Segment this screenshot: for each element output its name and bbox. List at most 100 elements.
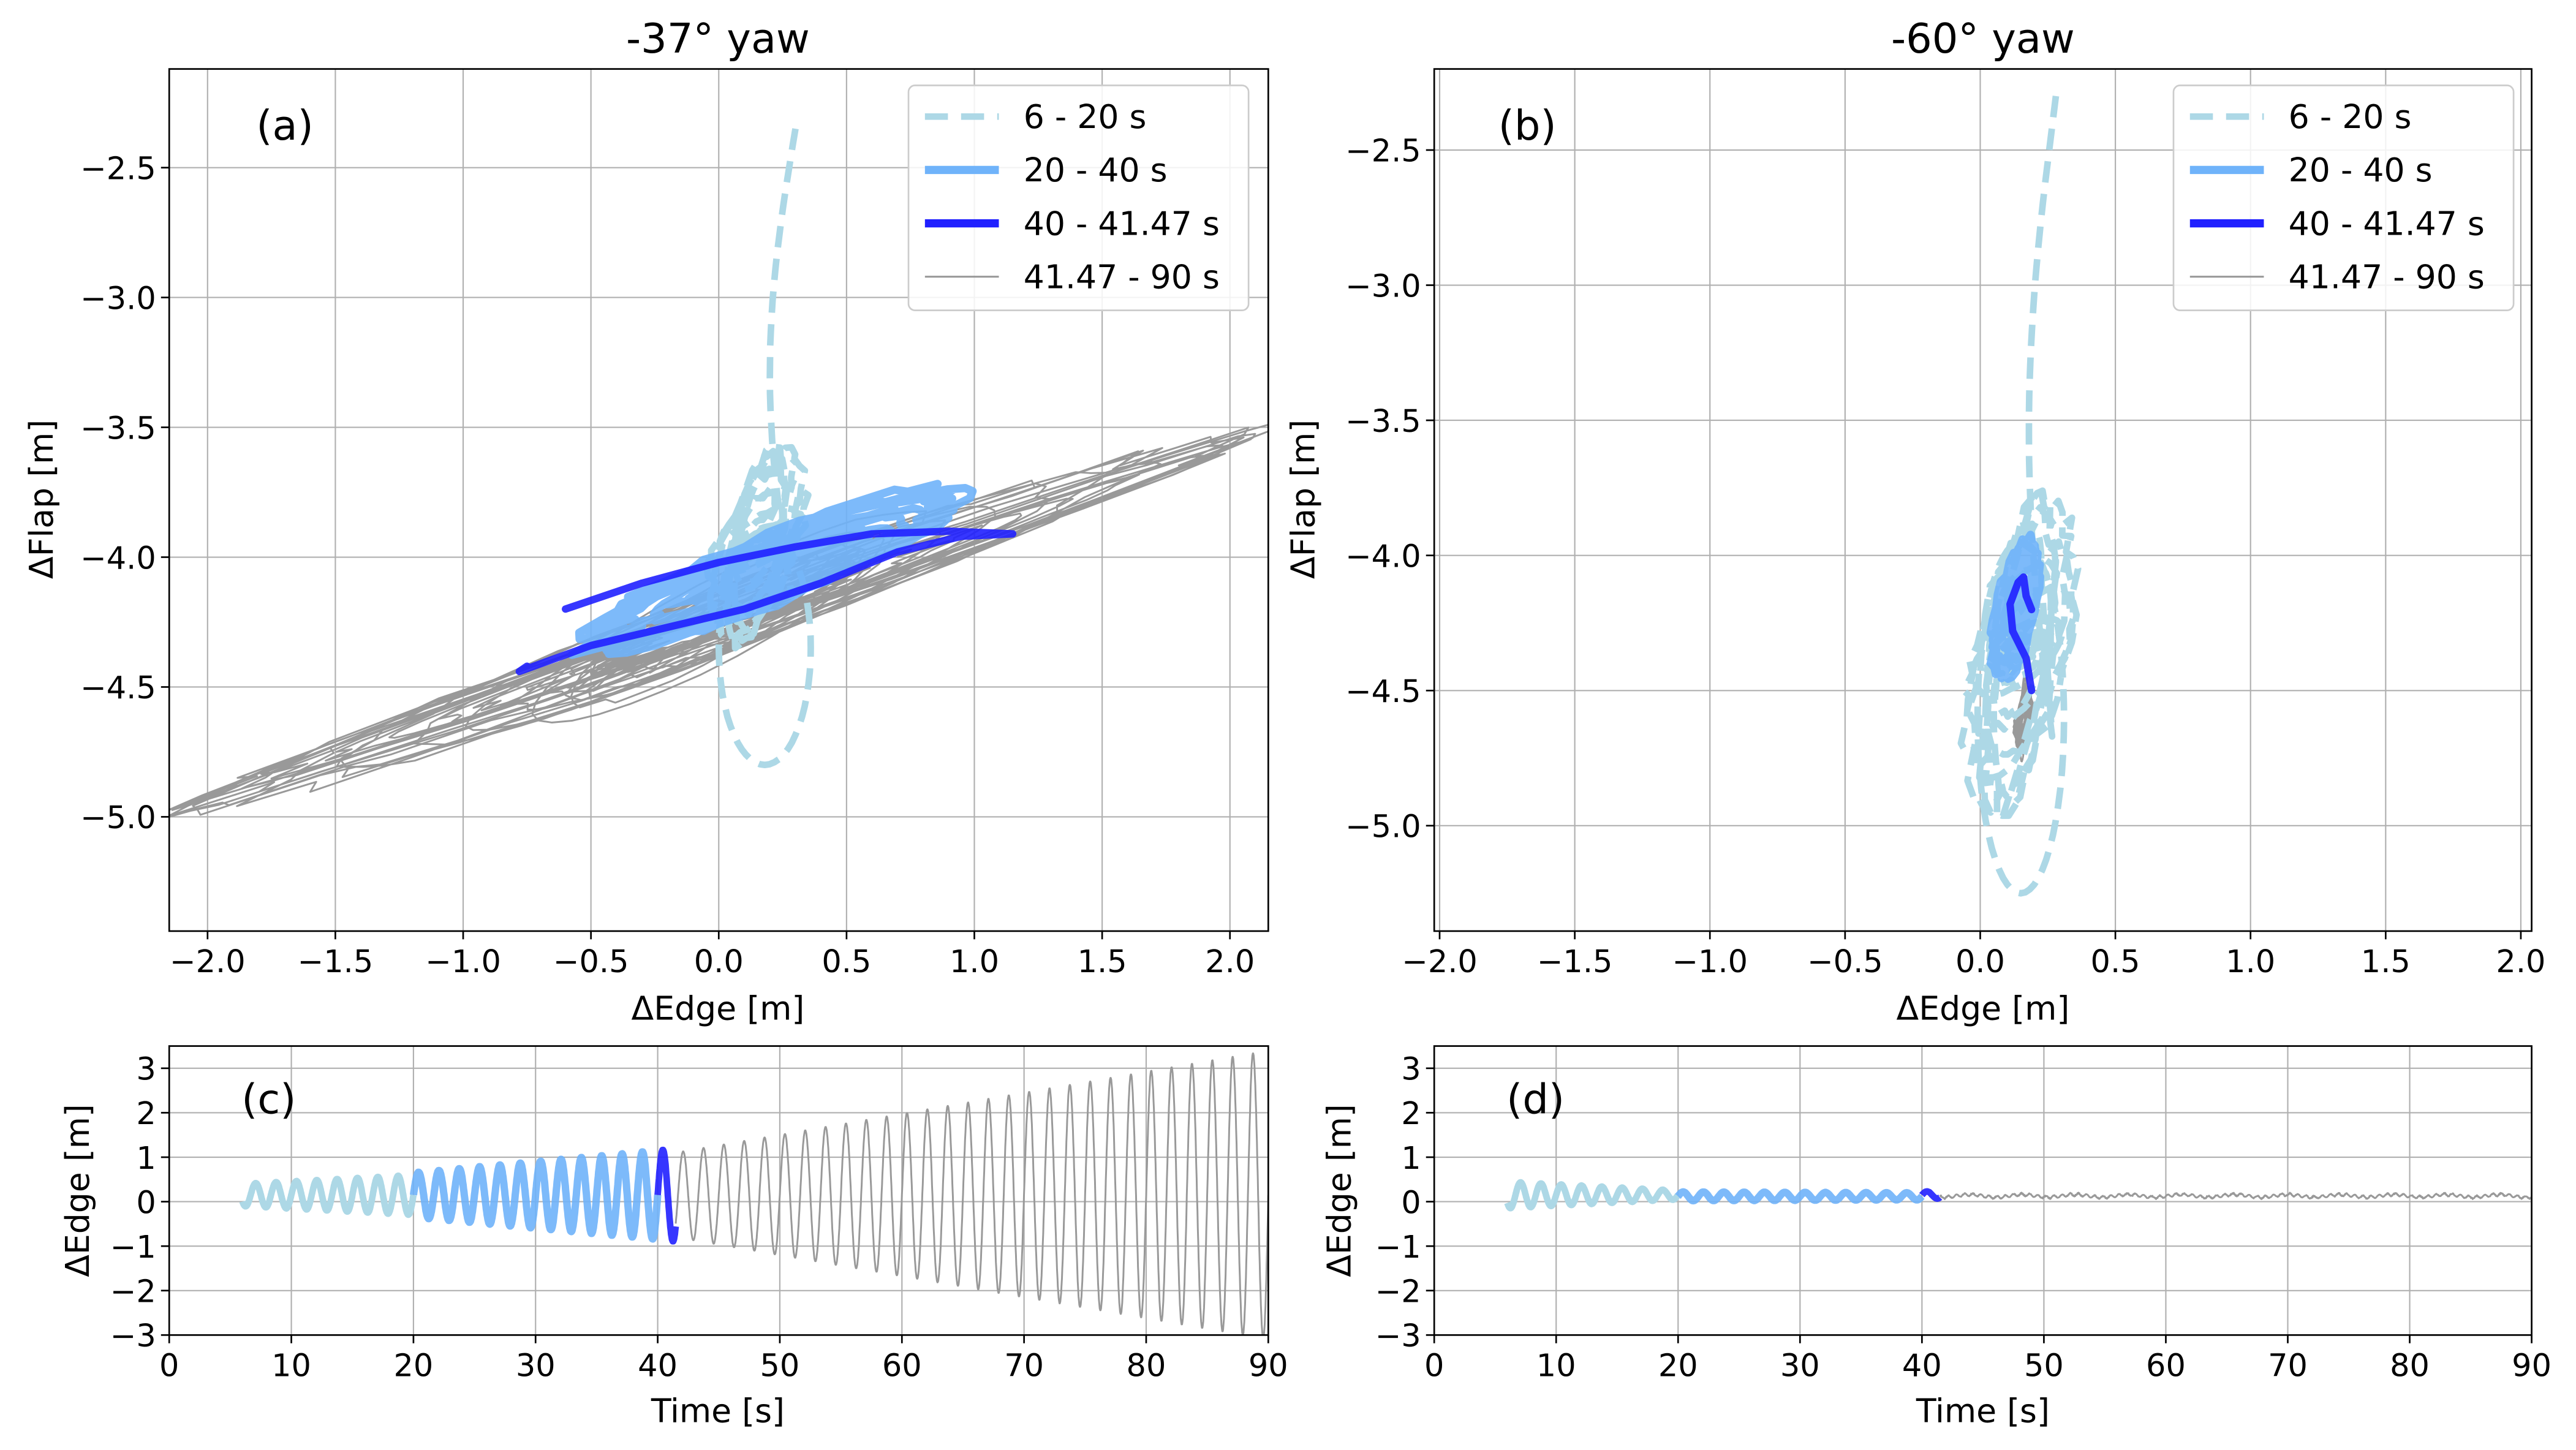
ticks-b: −2.0 −1.5 −1.0 −0.5 0.0 0.5 1.0 1.5 2.0 −2.5 −3.0 −… [1345, 134, 2545, 980]
series-line-40-41-47-s [654, 1146, 679, 1245]
x-tick-label: 20 [393, 1348, 433, 1384]
series-group-b [1957, 96, 2082, 897]
y-tick-label: −3.5 [1345, 404, 1421, 440]
y-tick-label: 3 [1401, 1052, 1421, 1088]
x-tick-label: −1.0 [1672, 944, 1748, 980]
x-tick-label: 40 [1902, 1348, 1942, 1384]
x-tick-label: 1.0 [2226, 944, 2275, 980]
x-tick-label: 20 [1658, 1348, 1698, 1384]
x-tick-label: 70 [1004, 1348, 1044, 1384]
y-tick-label: 3 [136, 1052, 156, 1088]
ylabel-b: ΔFlap [m] [1283, 420, 1322, 579]
axes-frame-d [1433, 1045, 2533, 1336]
x-tick-label: 0.0 [694, 944, 744, 980]
x-tick-label: 0.5 [822, 944, 871, 980]
y-tick-label: −2.5 [80, 151, 156, 187]
y-tick-label: −3.0 [1345, 268, 1421, 304]
x-tick-label: 60 [2146, 1348, 2186, 1384]
legend-label: 20 - 40 s [1024, 151, 1168, 189]
x-tick-label: 80 [1127, 1348, 1166, 1384]
series-line-6-20-s [1504, 1179, 1681, 1212]
axes-frame-b [1433, 68, 2533, 932]
series-line-6-20-s [239, 1172, 417, 1218]
x-tick-label: 1.5 [2361, 944, 2411, 980]
legend-label: 41.47 - 90 s [1024, 257, 1220, 296]
panel-a: −2.0 −1.5 −1.0 −0.5 0.0 0.5 1.0 1.5 2.0 −2.5 −3.0 −… [22, 15, 1269, 1028]
y-tick-label: −3 [1375, 1318, 1421, 1354]
series-line-20-40-s [1674, 1188, 1925, 1205]
x-tick-label: 90 [2512, 1348, 2551, 1384]
y-tick-label: −3.0 [80, 281, 156, 317]
series-line-40-41-47-s [1919, 1188, 1943, 1202]
x-tick-label: 0.5 [2091, 944, 2140, 980]
panel-label-a: (a) [256, 102, 313, 149]
x-tick-label: 10 [1536, 1348, 1576, 1384]
y-tick-label: −2.5 [1345, 134, 1421, 170]
x-tick-label: 0.0 [1955, 944, 2005, 980]
y-tick-label: −4.0 [1345, 538, 1421, 575]
panel-label-b: (b) [1498, 102, 1557, 149]
legend-label: 20 - 40 s [2289, 151, 2433, 189]
x-tick-label: −2.0 [1402, 944, 1478, 980]
xlabel-c: Time [s] [651, 1391, 785, 1430]
x-tick-label: 2.0 [2496, 944, 2545, 980]
panel-label-c: (c) [241, 1075, 296, 1123]
y-tick-label: −5.0 [80, 800, 156, 836]
y-tick-label: −4.5 [80, 670, 156, 706]
x-tick-label: −2.0 [170, 944, 246, 980]
legend-label: 40 - 41.47 s [1024, 204, 1220, 243]
panel-b: −2.0 −1.5 −1.0 −0.5 0.0 0.5 1.0 1.5 2.0 −2.5 −3.0 −… [1283, 15, 2545, 1028]
y-tick-label: 2 [1401, 1096, 1421, 1132]
ylabel-c: ΔEdge [m] [58, 1104, 97, 1277]
legend-label: 41.47 - 90 s [2289, 257, 2485, 296]
ticks-a: −2.0 −1.5 −1.0 −0.5 0.0 0.5 1.0 1.5 2.0 −2.5 −3.0 −… [80, 151, 1255, 980]
y-tick-label: 0 [136, 1185, 156, 1221]
series-group-c [239, 1052, 1269, 1335]
series-group-a [169, 128, 1269, 818]
x-tick-label: 50 [760, 1348, 800, 1384]
title-a: -37° yaw [626, 15, 810, 62]
x-tick-label: 30 [516, 1348, 556, 1384]
legend-a: 6 - 20 s 20 - 40 s 40 - 41.47 s 41.47 - 90 … [907, 85, 1250, 311]
x-tick-label: 80 [2390, 1348, 2430, 1384]
series-line-20-40-s [410, 1148, 662, 1243]
y-tick-label: 2 [136, 1096, 156, 1132]
legend-label: 6 - 20 s [2289, 97, 2412, 136]
x-tick-label: 0 [1424, 1348, 1444, 1384]
series-line-40-41-47-s [515, 527, 1017, 676]
x-tick-label: 0 [159, 1348, 179, 1384]
x-tick-label: 30 [1780, 1348, 1820, 1384]
ylabel-d: ΔEdge [m] [1320, 1104, 1358, 1277]
x-tick-label: 40 [638, 1348, 678, 1384]
y-tick-label: 0 [1401, 1185, 1421, 1221]
x-tick-label: −0.5 [1807, 944, 1883, 980]
x-tick-label: 70 [2268, 1348, 2308, 1384]
legend-label: 40 - 41.47 s [2289, 204, 2485, 243]
y-tick-label: −3 [110, 1318, 156, 1354]
ylabel-a: ΔFlap [m] [22, 420, 61, 579]
x-tick-label: 2.0 [1205, 944, 1255, 980]
series-group-d [1504, 1179, 2532, 1212]
x-tick-label: 60 [882, 1348, 922, 1384]
x-tick-label: −1.5 [1537, 944, 1613, 980]
y-tick-label: −1 [110, 1229, 156, 1266]
xlabel-b: ΔEdge [m] [1897, 989, 2070, 1028]
y-tick-label: −1 [1375, 1229, 1421, 1266]
legend-box [2172, 85, 2515, 311]
series-line-20-40-s [1986, 531, 2044, 683]
y-tick-label: −4.5 [1345, 674, 1421, 710]
panel-label-d: (d) [1506, 1075, 1565, 1123]
y-tick-label: −3.5 [80, 410, 156, 447]
x-tick-label: 1.0 [950, 944, 999, 980]
xlabel-d: Time [s] [1916, 1391, 2050, 1430]
y-tick-label: −4.0 [80, 540, 156, 576]
x-tick-label: 1.5 [1078, 944, 1127, 980]
x-tick-label: 10 [271, 1348, 311, 1384]
y-tick-label: −2 [110, 1274, 156, 1310]
y-tick-label: −5.0 [1345, 809, 1421, 845]
